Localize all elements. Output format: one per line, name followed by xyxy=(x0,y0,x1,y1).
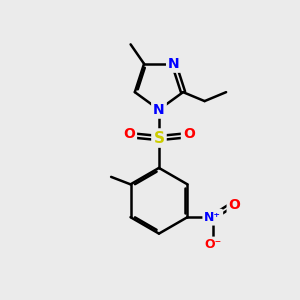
Text: N: N xyxy=(168,57,180,71)
Text: O: O xyxy=(123,127,135,141)
Text: N⁺: N⁺ xyxy=(204,211,221,224)
Text: O: O xyxy=(229,198,241,212)
Text: N: N xyxy=(153,103,165,117)
Text: S: S xyxy=(154,130,164,146)
Text: O⁻: O⁻ xyxy=(204,238,221,251)
Text: O: O xyxy=(183,127,195,141)
